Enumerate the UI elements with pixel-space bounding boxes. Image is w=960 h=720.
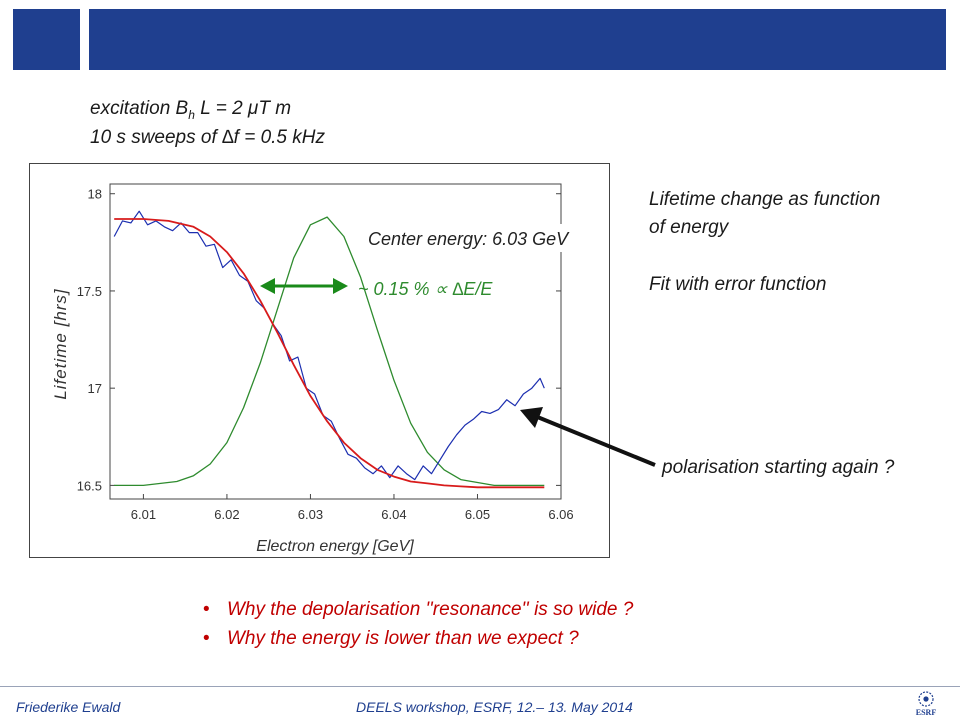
width-label: ~ 0.15 % ∝ ∆E/E [358,279,493,299]
question-item: • Why the depolarisation ''resonance'' is… [203,597,633,626]
x-tick-label: 6.06 [548,507,573,522]
bullet-dot: • [203,628,210,649]
footer-author: Friederike Ewald [16,699,121,715]
question-item: • Why the energy is lower than we expect … [203,626,633,655]
x-tick-label: 6.05 [465,507,490,522]
width-arrow-right-head [333,278,348,294]
width-arrow [260,278,348,294]
side-title-line1: Lifetime change as function [649,189,881,210]
series-line-measured [113,210,545,481]
question-list: • Why the depolarisation ''resonance'' is… [203,597,633,655]
footer-divider [0,686,960,687]
fit-note: Fit with error function [649,274,827,295]
lifetime-chart: 6.01 6.02 6.03 6.04 6.05 6.06 16.5 17 17.5 18 Lif… [29,163,610,558]
header-bar [89,9,946,70]
header-square [13,9,80,70]
x-tick-label: 6.01 [131,507,156,522]
polarisation-note: polarisation starting again ? [662,457,895,478]
bullet-dot: • [203,599,210,620]
y-tick-label: 17.5 [77,284,102,299]
y-tick-label: 16.5 [77,478,102,493]
plot-area [109,183,562,500]
x-tick-label: 6.02 [214,507,239,522]
chart-border [29,163,610,558]
y-axis-label: Lifetime [hrs] [51,288,70,400]
esrf-logo-text: ESRF [916,708,937,716]
center-energy-label: Center energy: 6.03 GeV [368,229,570,249]
excitation-line: excitation Bh L = 2 μT m [90,98,292,122]
footer-event: DEELS workshop, ESRF, 12.– 13. May 2014 [356,699,633,715]
series-line-gaussian [114,216,545,487]
side-title: Lifetime change as function of energy [649,186,880,242]
width-arrow-left-head [260,278,275,294]
y-tick-label: 17 [88,381,102,396]
x-tick-label: 6.04 [381,507,406,522]
x-axis-label: Electron energy [GeV] [256,538,414,555]
esrf-logo: ESRF [916,691,937,716]
sweep-line: 10 s sweeps of ∆f = 0.5 kHz [90,127,325,148]
y-tick-label: 18 [88,187,102,202]
series-line-erf-fit [114,218,545,489]
x-tick-label: 6.03 [298,507,323,522]
side-title-line2: of energy [649,217,729,238]
center-label-bg [365,224,609,252]
